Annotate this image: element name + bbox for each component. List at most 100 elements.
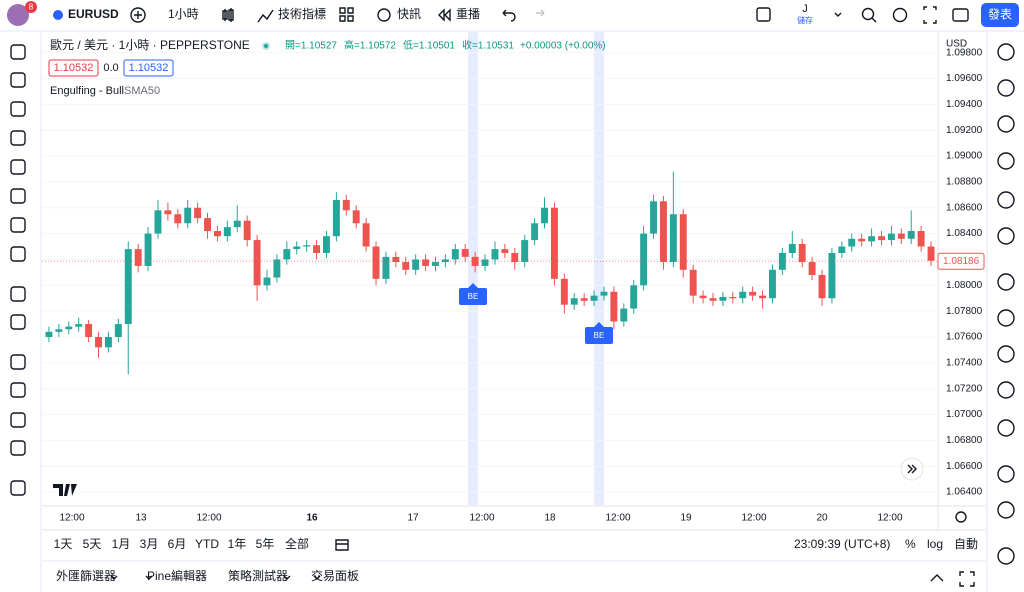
symbol[interactable]: EURUSD: [68, 7, 119, 21]
candle-body: [570, 298, 578, 305]
settings[interactable]: [892, 7, 908, 23]
tab-dropdown: [145, 575, 153, 580]
panel-icon[interactable]: [997, 345, 1015, 363]
signal-marker[interactable]: [459, 283, 487, 305]
currency[interactable]: USD: [946, 39, 967, 50]
tool-icon[interactable]: [10, 412, 26, 428]
range-button[interactable]: YTD: [195, 537, 219, 551]
avatar[interactable]: [7, 4, 29, 26]
panel-icon[interactable]: [997, 501, 1015, 519]
candle-body: [65, 326, 73, 330]
bid-box[interactable]: [48, 59, 99, 77]
layouts[interactable]: [339, 7, 354, 22]
range-button[interactable]: 1年: [228, 537, 247, 551]
range-button[interactable]: 1月: [112, 537, 131, 551]
alert-icon: [377, 8, 391, 22]
add-symbol[interactable]: [130, 7, 146, 23]
range-button[interactable]: 5年: [256, 537, 275, 551]
interval[interactable]: 1小時: [168, 7, 199, 21]
publish: 發表: [988, 7, 1012, 22]
panel-icon[interactable]: [997, 381, 1015, 399]
panel-icon[interactable]: [997, 309, 1015, 327]
tab[interactable]: Pine編輯器: [147, 568, 207, 583]
ask-box[interactable]: [123, 59, 174, 77]
signal-marker[interactable]: [585, 322, 613, 344]
clock: 23:09:39 (UTC+8): [794, 537, 890, 551]
tool-icon[interactable]: [10, 314, 26, 330]
percent-toggle[interactable]: %: [905, 537, 916, 551]
panel-icon[interactable]: [997, 227, 1015, 245]
range-button[interactable]: 6月: [168, 537, 187, 551]
panel-icon[interactable]: [997, 152, 1015, 170]
auto-toggle[interactable]: 自動: [954, 537, 978, 551]
panel-icon[interactable]: [997, 273, 1015, 291]
range-button[interactable]: 1天: [54, 537, 73, 551]
signal-label: BE: [594, 331, 605, 340]
search[interactable]: [861, 7, 875, 21]
tool-icon[interactable]: [10, 72, 26, 88]
y-tick-label: 1.09800: [946, 47, 983, 58]
date-range[interactable]: [335, 539, 349, 551]
panel-icon[interactable]: [997, 465, 1015, 483]
save[interactable]: 儲存: [797, 15, 813, 25]
fullscreen[interactable]: [923, 6, 937, 24]
candle-body: [580, 298, 588, 301]
candle-body: [382, 256, 390, 279]
publish-button[interactable]: [981, 3, 1019, 27]
candle-body: [887, 233, 895, 241]
candle-body: [124, 249, 132, 325]
tab[interactable]: 交易面板: [311, 568, 359, 583]
range-button[interactable]: 3月: [140, 537, 159, 551]
candle-body: [283, 249, 291, 260]
tab-dropdown: [110, 575, 118, 580]
y-tick-label: 1.08800: [946, 177, 983, 188]
chart-type[interactable]: [222, 8, 234, 22]
maximize[interactable]: [959, 571, 975, 587]
tool-icon[interactable]: [10, 440, 26, 456]
x-tick-label: 19: [680, 513, 692, 524]
tab[interactable]: 外匯篩選器: [56, 568, 116, 583]
candle-body: [45, 331, 53, 337]
panel-icon[interactable]: [997, 191, 1015, 209]
candle-body: [114, 324, 122, 337]
candle-body: [75, 324, 83, 327]
tool-icon[interactable]: [10, 188, 26, 204]
x-tick-label: 13: [135, 513, 147, 524]
panel-icon[interactable]: [997, 419, 1015, 437]
candle-body: [85, 324, 93, 337]
layout-toggle[interactable]: [756, 7, 771, 22]
undo[interactable]: [502, 9, 516, 22]
left-tools: [10, 44, 26, 496]
panel-icon[interactable]: [997, 547, 1015, 565]
snapshot[interactable]: [952, 8, 969, 22]
axis-settings[interactable]: [955, 511, 967, 523]
indicators[interactable]: 技術指標: [278, 6, 326, 21]
tool-icon[interactable]: [10, 159, 26, 175]
collapse[interactable]: [930, 574, 944, 582]
tool-icon[interactable]: [10, 44, 26, 60]
log-toggle[interactable]: log: [927, 537, 943, 551]
range-button[interactable]: 5天: [83, 537, 102, 551]
tool-icon[interactable]: [10, 382, 26, 398]
tool-icon[interactable]: [10, 217, 26, 233]
redo[interactable]: [536, 9, 545, 17]
replay[interactable]: 重播: [456, 7, 480, 21]
x-tick-label: 12:00: [196, 513, 221, 524]
candle-body: [560, 278, 568, 305]
range-button[interactable]: 全部: [285, 536, 309, 551]
tool-icon[interactable]: [10, 354, 26, 370]
tool-icon[interactable]: [10, 480, 26, 496]
tool-icon[interactable]: [10, 130, 26, 146]
candle-body: [441, 259, 449, 263]
panel-icon[interactable]: [997, 115, 1015, 133]
panel-icon[interactable]: [997, 79, 1015, 97]
tab[interactable]: 策略測試器: [228, 568, 288, 583]
tool-icon[interactable]: [10, 286, 26, 302]
tool-icon[interactable]: [10, 246, 26, 262]
alerts[interactable]: 快訊: [397, 6, 421, 21]
panel-icon[interactable]: [997, 43, 1015, 61]
last-price-box: [937, 252, 985, 270]
save-menu[interactable]: [834, 12, 842, 17]
candle-body: [451, 249, 459, 260]
tool-icon[interactable]: [10, 101, 26, 117]
